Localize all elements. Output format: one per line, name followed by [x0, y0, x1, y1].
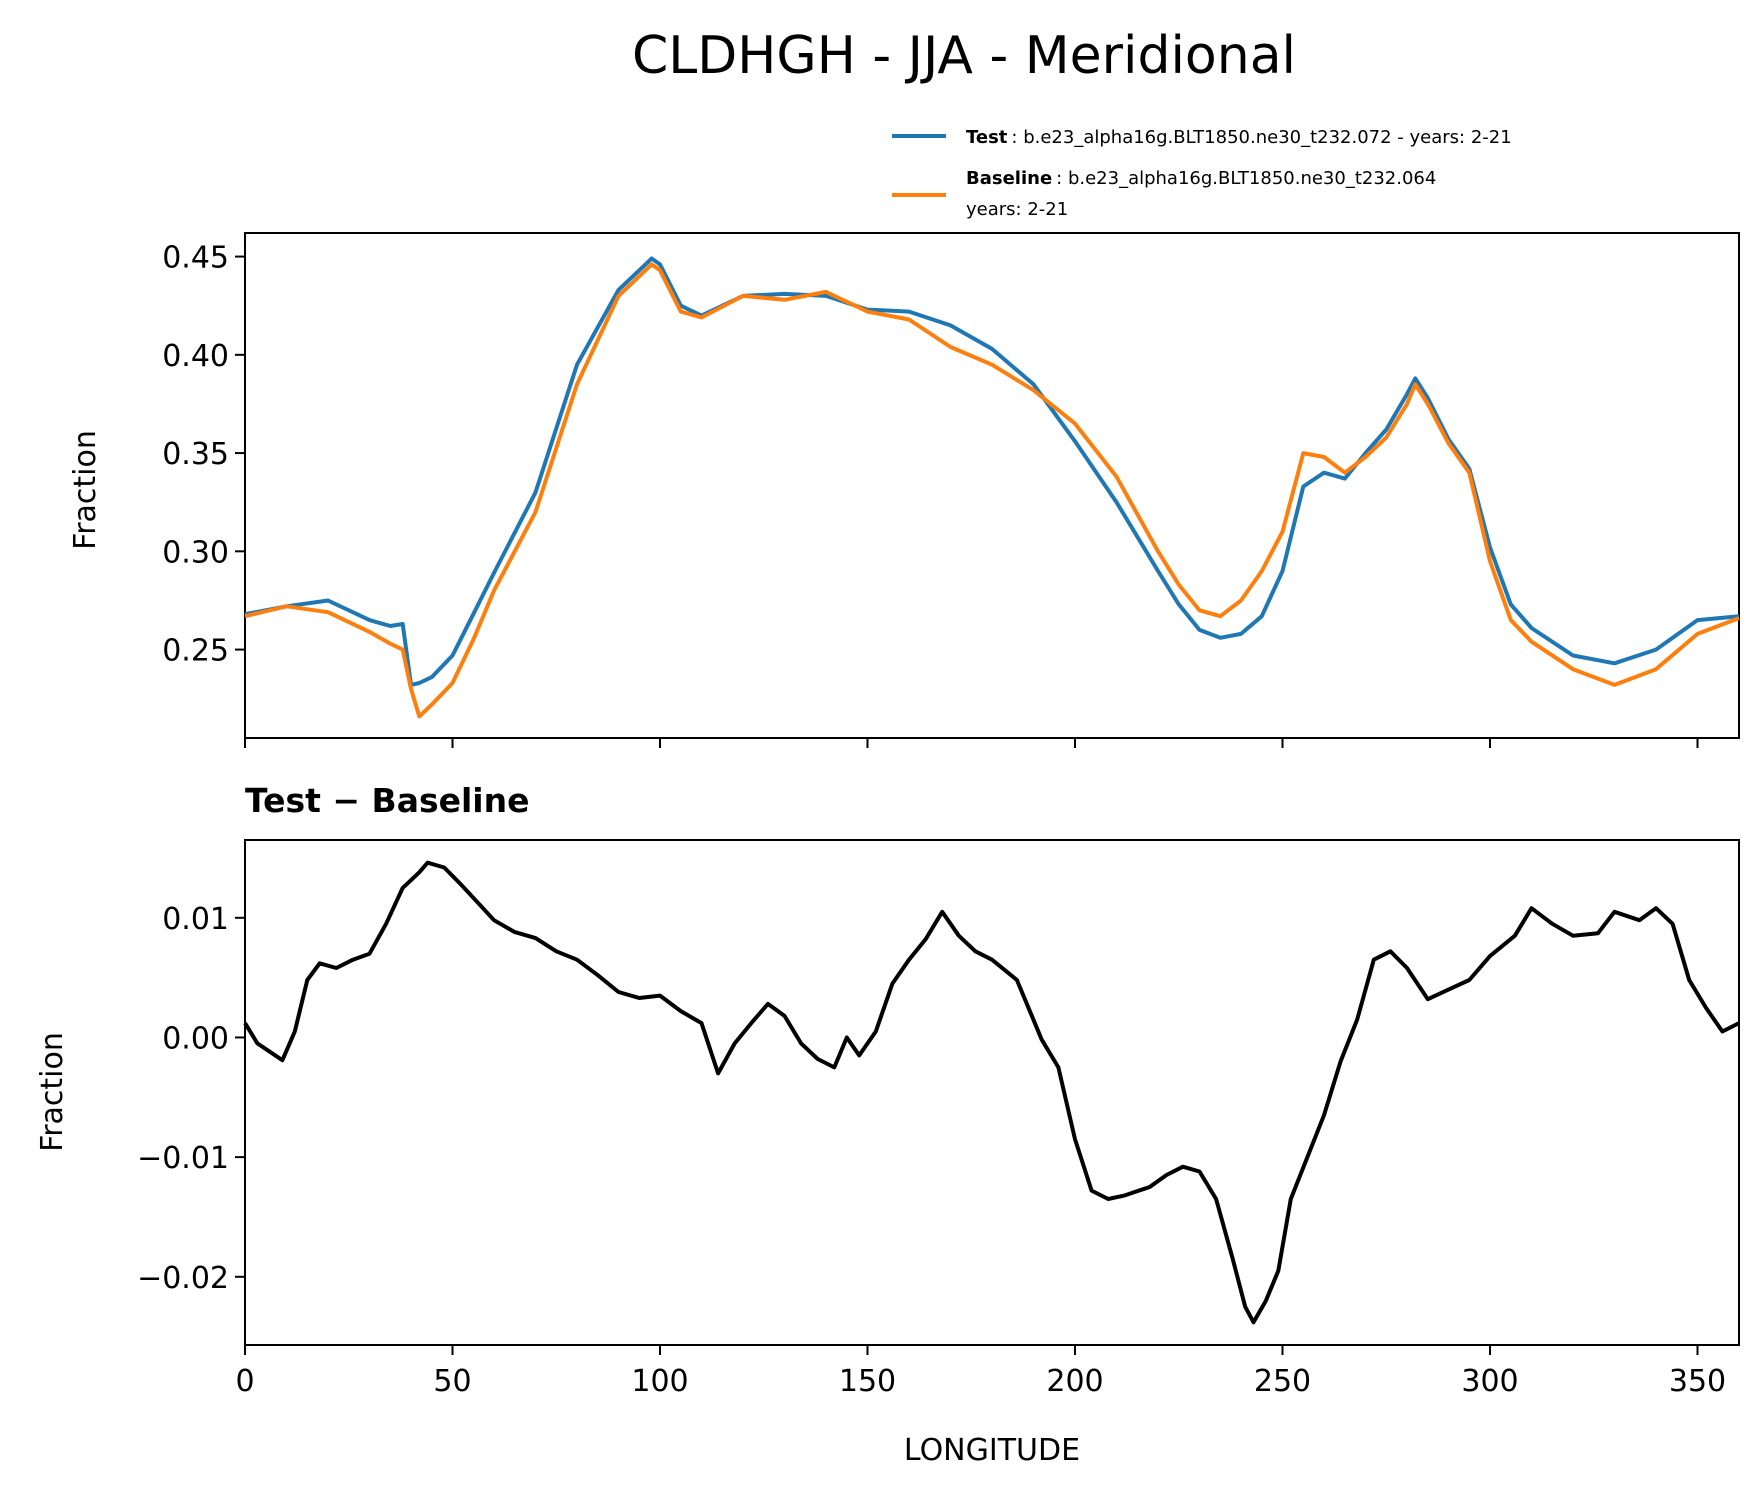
bottom-ytick-label: −0.01 — [137, 1141, 229, 1176]
bottom-ytick-label: −0.02 — [137, 1261, 229, 1296]
chart-title: CLDHGH - JJA - Meridional — [632, 26, 1296, 86]
bottom-xtick-label: 100 — [631, 1364, 688, 1399]
legend-test-name: Test — [966, 127, 1008, 148]
series-line-difference — [243, 860, 1740, 1325]
bottom-axes-frame — [244, 839, 1740, 1346]
bottom-ytick-label: 0.01 — [162, 902, 229, 937]
legend-test-detail: : b.e23_alpha16g.BLT1850.ne30_t232.072 -… — [1011, 127, 1511, 148]
top-ylabel: Fraction — [68, 430, 103, 550]
legend-baseline-name: Baseline — [966, 168, 1052, 189]
top-ytick-label: 0.45 — [162, 241, 229, 276]
legend-baseline-line2: years: 2-21 — [966, 199, 1068, 220]
top-axes-frame — [244, 232, 1740, 739]
top-panel: 0.25 0.30 0.35 0.40 0.45 Fraction — [68, 232, 1740, 748]
legend-baseline-detail: : b.e23_alpha16g.BLT1850.ne30_t232.064 — [1056, 168, 1436, 189]
top-tick-marks — [235, 255, 1699, 748]
bottom-xtick-label: 350 — [1669, 1364, 1726, 1399]
series-line-baseline — [244, 262, 1740, 719]
top-ytick-label: 0.25 — [162, 634, 229, 669]
bottom-xtick-label: 200 — [1046, 1364, 1103, 1399]
bottom-panel: Test − Baseline −0.02 −0.01 0.00 0.01 0 … — [35, 781, 1740, 1468]
bottom-ytick-label: 0.00 — [162, 1021, 229, 1056]
bottom-xtick-label: 50 — [433, 1364, 471, 1399]
bottom-tick-marks — [235, 916, 1699, 1355]
top-ytick-label: 0.35 — [162, 437, 229, 472]
legend-entry-baseline: Baseline: b.e23_alpha16g.BLT1850.ne30_t2… — [966, 168, 1436, 189]
bottom-ylabel: Fraction — [35, 1032, 70, 1152]
bottom-xtick-label: 250 — [1254, 1364, 1311, 1399]
bottom-xlabel: LONGITUDE — [904, 1433, 1080, 1468]
bottom-xtick-label: 300 — [1461, 1364, 1518, 1399]
top-ytick-label: 0.40 — [162, 339, 229, 374]
difference-title: Test − Baseline — [245, 781, 530, 820]
legend: Test: b.e23_alpha16g.BLT1850.ne30_t232.0… — [892, 127, 1512, 220]
legend-entry-test: Test: b.e23_alpha16g.BLT1850.ne30_t232.0… — [966, 127, 1512, 148]
bottom-xtick-label: 150 — [839, 1364, 896, 1399]
top-ytick-label: 0.30 — [162, 535, 229, 570]
bottom-xtick-label: 0 — [235, 1364, 254, 1399]
